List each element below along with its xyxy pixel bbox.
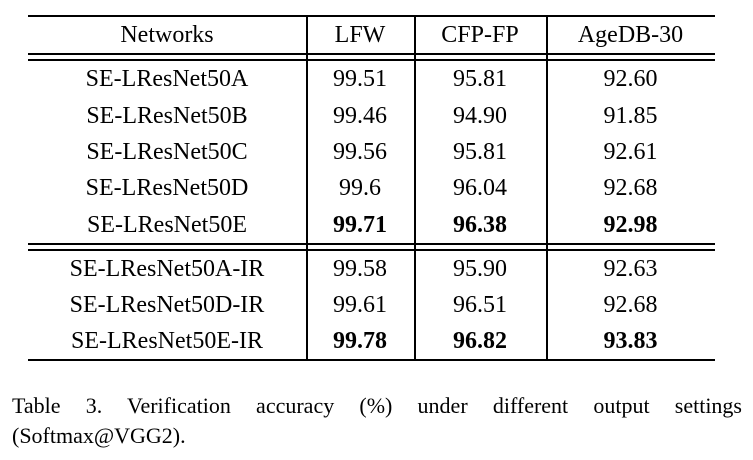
network-name: SE-LResNet50A	[85, 66, 249, 93]
table-section-ir-networks: SE-LResNet50A-IR 99.58 95.90 92.63 SE-LR…	[28, 251, 715, 359]
column-separator	[414, 15, 416, 361]
results-table: Networks LFW CFP-FP AgeDB-30 SE-LResNet5…	[28, 15, 715, 361]
cfp-fp-value: 96.51	[453, 291, 507, 318]
lfw-value: 99.46	[333, 102, 387, 129]
cfp-fp-value: 94.90	[453, 102, 507, 129]
cfp-fp-value: 96.04	[453, 175, 507, 202]
agedb-30-value: 92.68	[603, 291, 658, 318]
network-name: SE-LResNet50B	[86, 102, 248, 129]
lfw-value: 99.71	[333, 211, 387, 238]
table-row: SE-LResNet50E 99.71 96.38 92.98	[28, 207, 715, 243]
column-header-networks: Networks	[120, 22, 214, 48]
table-bottom-rule	[28, 358, 715, 361]
table-header-row: Networks LFW CFP-FP AgeDB-30	[28, 17, 715, 53]
network-name: SE-LResNet50C	[86, 138, 248, 165]
section-divider-double-rule	[28, 243, 715, 251]
table-caption: Table 3. Verification accuracy (%) under…	[12, 391, 742, 451]
column-header-lfw: LFW	[334, 22, 386, 48]
cfp-fp-value: 95.81	[453, 66, 507, 93]
table-caption-line-1: Table 3. Verification accuracy (%) under…	[12, 393, 742, 418]
lfw-value: 99.51	[333, 66, 387, 93]
header-double-rule	[28, 53, 715, 61]
column-header-agedb-30: AgeDB-30	[577, 22, 684, 48]
agedb-30-value: 91.85	[603, 102, 658, 129]
cfp-fp-value: 96.38	[453, 211, 507, 238]
lfw-value: 99.56	[333, 138, 387, 165]
lfw-value: 99.58	[333, 255, 387, 282]
network-name: SE-LResNet50D-IR	[69, 291, 265, 318]
column-separator	[306, 15, 308, 361]
agedb-30-value: 92.98	[603, 211, 658, 238]
agedb-30-value: 92.60	[603, 66, 658, 93]
table-section-base-networks: SE-LResNet50A 99.51 95.81 92.60 SE-LResN…	[28, 61, 715, 243]
agedb-30-value: 92.63	[603, 255, 658, 282]
column-separator	[546, 15, 548, 361]
table-row: SE-LResNet50D-IR 99.61 96.51 92.68	[28, 287, 715, 323]
table-caption-line-2: (Softmax@VGG2).	[12, 423, 186, 448]
cfp-fp-value: 95.90	[453, 255, 507, 282]
agedb-30-value: 92.68	[603, 175, 658, 202]
table-row: SE-LResNet50B 99.46 94.90 91.85	[28, 97, 715, 133]
table-row: SE-LResNet50A 99.51 95.81 92.60	[28, 61, 715, 97]
table-row: SE-LResNet50E-IR 99.78 96.82 93.83	[28, 323, 715, 359]
cfp-fp-value: 95.81	[453, 138, 507, 165]
column-header-cfp-fp: CFP-FP	[441, 22, 519, 48]
network-name: SE-LResNet50A-IR	[69, 255, 265, 282]
table-top-rule	[28, 15, 715, 17]
table-row: SE-LResNet50D 99.6 96.04 92.68	[28, 170, 715, 206]
cfp-fp-value: 96.82	[453, 327, 507, 354]
network-name: SE-LResNet50E	[87, 211, 247, 238]
lfw-value: 99.78	[333, 327, 387, 354]
lfw-value: 99.6	[339, 175, 381, 202]
network-name: SE-LResNet50E-IR	[71, 327, 263, 354]
network-name: SE-LResNet50D	[85, 175, 249, 202]
lfw-value: 99.61	[333, 291, 387, 318]
table-row: SE-LResNet50A-IR 99.58 95.90 92.63	[28, 251, 715, 287]
table-row: SE-LResNet50C 99.56 95.81 92.61	[28, 134, 715, 170]
agedb-30-value: 93.83	[603, 327, 658, 354]
agedb-30-value: 92.61	[603, 138, 658, 165]
